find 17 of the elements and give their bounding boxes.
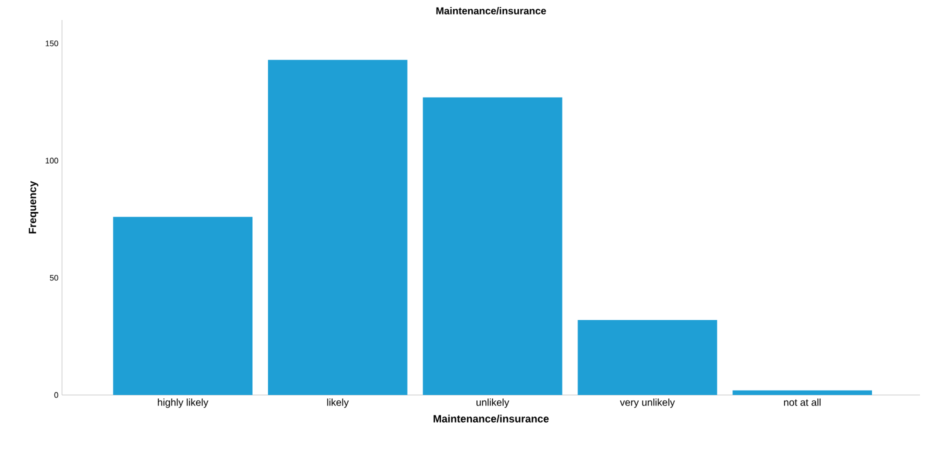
bar (732, 390, 872, 395)
bar (268, 60, 408, 395)
y-axis-title: Frequency (28, 181, 38, 234)
chart-title: Maintenance/insurance (436, 7, 546, 14)
x-tick-label: likely (327, 398, 349, 408)
x-tick-label: unlikely (476, 398, 510, 408)
x-tick-label: highly likely (158, 398, 208, 408)
x-tick-label: not at all (784, 398, 821, 406)
x-tick-label: very unlikely (620, 398, 675, 408)
y-tick-label: 50 (50, 274, 58, 281)
bar (578, 320, 718, 395)
y-tick-label: 150 (46, 40, 58, 46)
bar (422, 97, 562, 395)
y-tick-label: 100 (46, 158, 58, 164)
x-axis-title: Maintenance/insurance (434, 414, 549, 423)
bar (113, 216, 252, 395)
y-tick-label: 0 (54, 392, 58, 398)
